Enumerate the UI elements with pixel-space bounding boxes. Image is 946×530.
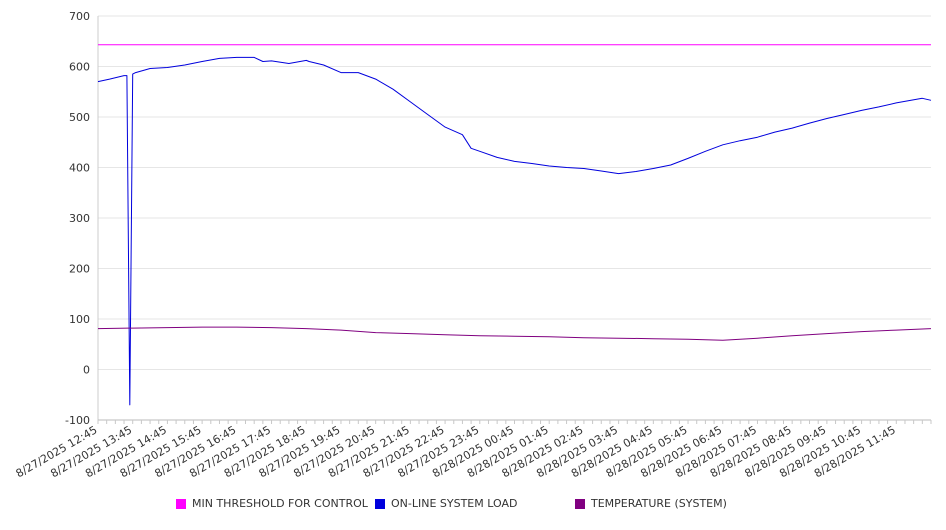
series-lines bbox=[97, 44, 932, 406]
axes bbox=[97, 16, 932, 424]
legend-item-min-threshold: MIN THRESHOLD FOR CONTROL bbox=[176, 497, 368, 510]
y-tick-label: 700 bbox=[69, 10, 90, 23]
legend-swatch-temperature-system bbox=[575, 498, 585, 509]
legend-swatch-min-threshold bbox=[176, 498, 186, 509]
y-tick-label: 100 bbox=[69, 313, 90, 326]
gridlines bbox=[98, 15, 931, 421]
series-line-temperature-system bbox=[97, 326, 932, 341]
legend-label-min-threshold: MIN THRESHOLD FOR CONTROL bbox=[192, 497, 368, 510]
x-tick-labels: 8/27/2025 12:458/27/2025 13:458/27/2025 … bbox=[14, 423, 898, 480]
y-tick-label: -100 bbox=[65, 414, 90, 427]
legend-label-temperature-system: TEMPERATURE (SYSTEM) bbox=[591, 497, 727, 510]
series-line-on-line-system-load bbox=[97, 56, 932, 406]
y-tick-label: 500 bbox=[69, 111, 90, 124]
legend: MIN THRESHOLD FOR CONTROL ON-LINE SYSTEM… bbox=[0, 497, 946, 515]
y-tick-label: 400 bbox=[69, 162, 90, 175]
legend-item-temperature-system: TEMPERATURE (SYSTEM) bbox=[575, 497, 727, 510]
y-tick-label: 200 bbox=[69, 263, 90, 276]
y-tick-labels: -100 0 100 200 300 400 500 600 700 bbox=[65, 10, 90, 427]
legend-swatch-online-system-load bbox=[375, 498, 385, 509]
legend-label-online-system-load: ON-LINE SYSTEM LOAD bbox=[391, 497, 518, 510]
y-tick-label: 600 bbox=[69, 61, 90, 74]
legend-item-online-system-load: ON-LINE SYSTEM LOAD bbox=[375, 497, 517, 510]
y-tick-label: 0 bbox=[83, 364, 90, 377]
y-tick-label: 300 bbox=[69, 212, 90, 225]
